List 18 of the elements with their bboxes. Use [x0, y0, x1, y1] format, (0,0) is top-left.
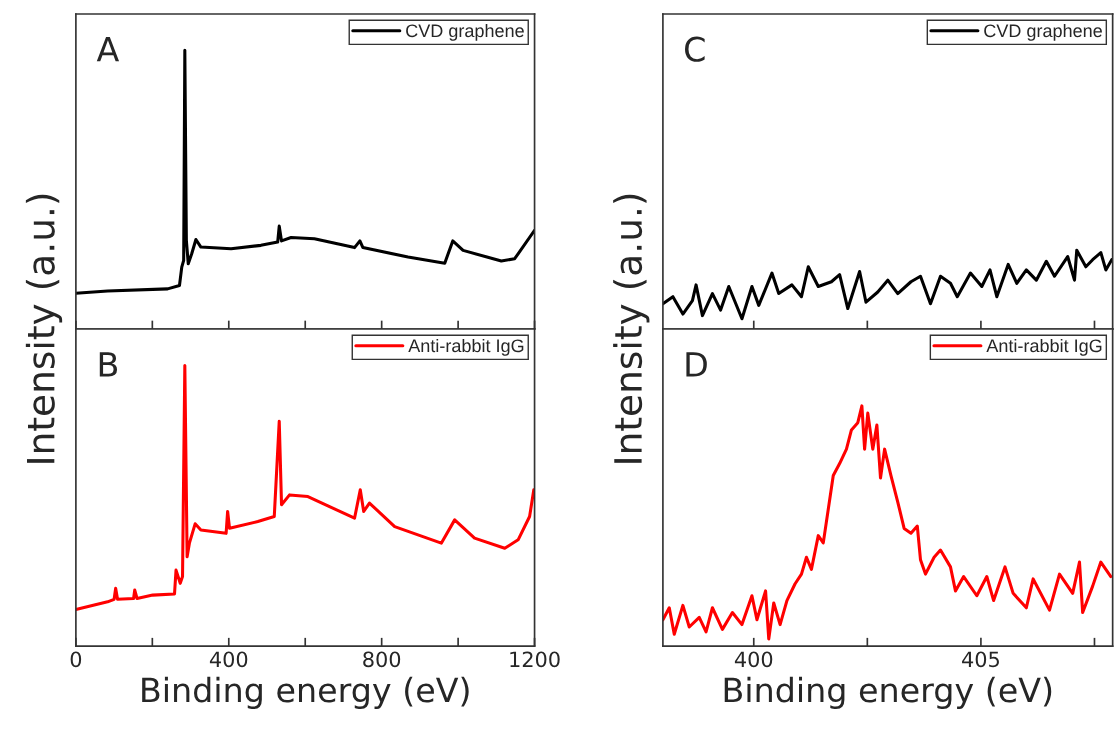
x-axis-title: Binding energy (eV): [724, 676, 1052, 710]
annotation: A: [96, 37, 120, 62]
x-axis-title: Binding energy (eV): [142, 676, 469, 710]
legend-label: CVD graphene: [984, 23, 1102, 41]
x-tick-label: 800: [363, 651, 401, 668]
legend-label: Anti-rabbit IgG: [986, 338, 1102, 356]
text: D: [686, 352, 707, 377]
x-tick-label: 400: [209, 651, 248, 668]
x-tick-label: 1200: [510, 651, 560, 668]
x-tick-label: 405: [962, 651, 999, 668]
y-axis-title: Intensity (a.u.): [25, 194, 63, 463]
legend-label: CVD graphene: [406, 23, 524, 41]
y-axis-title: Intensity (a.u.): [613, 194, 650, 463]
text: C: [685, 36, 705, 62]
legend-label: Anti-rabbit IgG: [408, 338, 524, 356]
annotation: B: [99, 352, 118, 377]
x-tick-label: 400: [734, 651, 773, 668]
x-tick-label: 0: [70, 651, 82, 668]
